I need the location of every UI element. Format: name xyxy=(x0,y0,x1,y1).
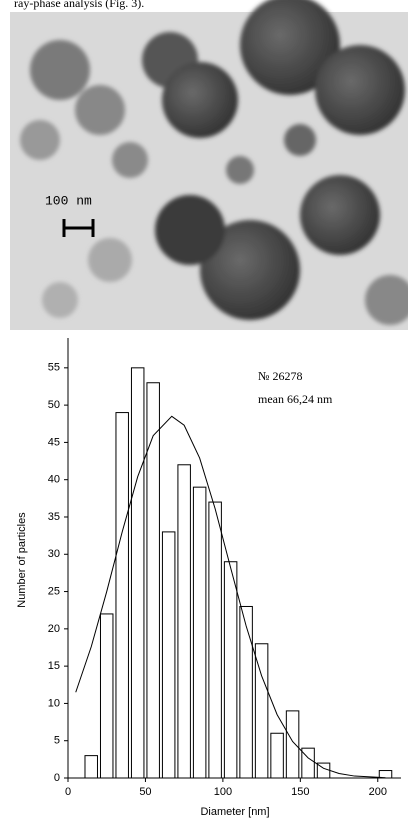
y-tick-label: 25 xyxy=(48,585,60,597)
y-tick-label: 20 xyxy=(48,623,60,635)
bar xyxy=(162,532,174,778)
bar xyxy=(209,502,221,778)
bar xyxy=(178,465,190,778)
bar xyxy=(100,614,112,778)
chart: 0 5 10 15 20 25 30 35 40 45 50 55 0 50 100 150 200 Diamet… xyxy=(16,338,401,818)
bar xyxy=(240,606,252,778)
y-axis-label: Number of particles xyxy=(16,512,28,608)
bar xyxy=(379,771,391,778)
y-tick-label: 10 xyxy=(48,697,60,709)
bar xyxy=(193,487,205,778)
x-tick-label: 150 xyxy=(291,786,309,798)
bar xyxy=(224,562,236,778)
x-axis-label: Diameter [nm] xyxy=(200,806,269,818)
y-tick-label: 45 xyxy=(48,436,60,448)
y-tick-label: 50 xyxy=(48,399,60,411)
bar xyxy=(131,368,143,778)
y-tick-label: 30 xyxy=(48,548,60,560)
x-tick-label: 50 xyxy=(139,786,151,798)
scale-label: 100 nm xyxy=(45,193,92,208)
bar xyxy=(271,733,283,778)
y-tick-label: 40 xyxy=(48,474,60,486)
bar xyxy=(85,756,97,778)
x-tick-label: 200 xyxy=(369,786,387,798)
x-tick-label: 0 xyxy=(65,786,71,798)
bar xyxy=(286,711,298,778)
page: ray-phase analysis (Fig. 3). 100 nm 0 5 10… xyxy=(0,0,408,821)
y-tick-label: 55 xyxy=(48,362,60,374)
bar xyxy=(255,644,267,778)
bar xyxy=(147,383,159,778)
bar xyxy=(116,413,128,778)
y-tick-label: 5 xyxy=(54,735,60,747)
annotation: № 26278 xyxy=(258,369,302,383)
y-tick-label: 35 xyxy=(48,511,60,523)
tem-image: 100 nm xyxy=(10,0,408,330)
annotation: mean 66,24 nm xyxy=(258,392,333,406)
y-tick-label: 15 xyxy=(48,660,60,672)
x-tick-label: 100 xyxy=(214,786,232,798)
header-text: ray-phase analysis (Fig. 3). xyxy=(14,0,144,10)
y-tick-label: 0 xyxy=(54,772,60,784)
